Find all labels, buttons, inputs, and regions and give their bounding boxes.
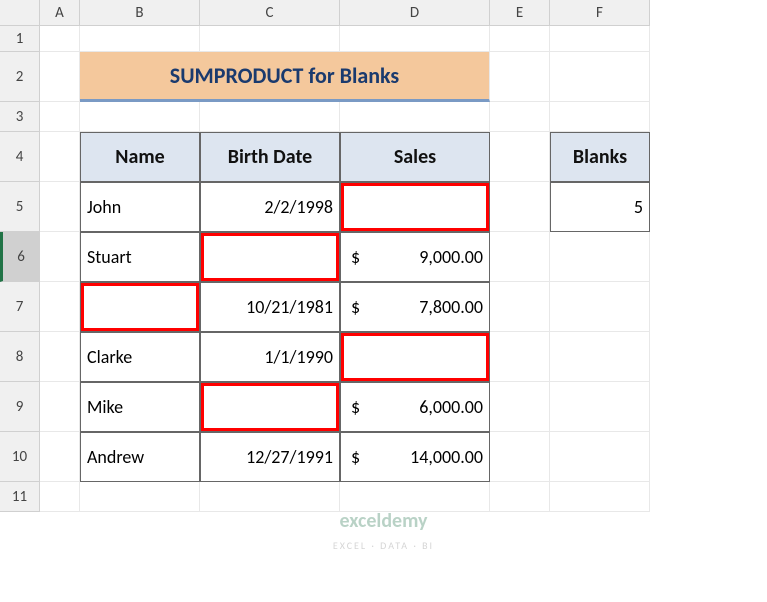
row-header-10[interactable]: 10 [0,432,40,482]
cell-a4[interactable] [40,132,80,182]
cell-d1[interactable] [340,26,490,52]
name-cell[interactable] [80,282,200,332]
watermark-brand: exceldemy [339,509,427,533]
cell-e7[interactable] [490,282,550,332]
row-header-7[interactable]: 7 [0,282,40,332]
header-blanks[interactable]: Blanks [550,132,650,182]
header-name[interactable]: Name [80,132,200,182]
row-headers: 1234567891011 [0,26,40,512]
cell-e10[interactable] [490,432,550,482]
cell-f11[interactable] [550,482,650,512]
cell-e9[interactable] [490,382,550,432]
column-headers: ABCDEF [40,0,650,26]
name-cell[interactable]: Stuart [80,232,200,282]
select-all-corner[interactable] [0,0,40,26]
cell-c11[interactable] [200,482,340,512]
col-header-c[interactable]: C [200,0,340,26]
name-cell[interactable]: Clarke [80,332,200,382]
blanks-value[interactable]: 5 [550,182,650,232]
cell-b1[interactable] [80,26,200,52]
row-header-1[interactable]: 1 [0,26,40,52]
cell-a10[interactable] [40,432,80,482]
sales-value: 7,800.00 [419,296,483,318]
cell-a6[interactable] [40,232,80,282]
sales-value: 9,000.00 [419,246,483,268]
cell-a7[interactable] [40,282,80,332]
currency-symbol: $ [351,446,360,468]
title-cell[interactable]: SUMPRODUCT for Blanks [80,52,490,102]
name-cell[interactable]: John [80,182,200,232]
cell-e3[interactable] [490,102,550,132]
cell-d3[interactable] [340,102,490,132]
cell-a8[interactable] [40,332,80,382]
row-header-9[interactable]: 9 [0,382,40,432]
col-header-b[interactable]: B [80,0,200,26]
row-header-11[interactable]: 11 [0,482,40,512]
birth-cell[interactable] [200,232,340,282]
row-header-4[interactable]: 4 [0,132,40,182]
col-header-d[interactable]: D [340,0,490,26]
name-cell[interactable]: Mike [80,382,200,432]
birth-cell[interactable]: 12/27/1991 [200,432,340,482]
cell-e6[interactable] [490,232,550,282]
cell-e2[interactable] [490,52,550,102]
birth-cell[interactable]: 10/21/1981 [200,282,340,332]
cell-e5[interactable] [490,182,550,232]
cell-a2[interactable] [40,52,80,102]
sales-cell[interactable] [340,182,490,232]
cell-f8[interactable] [550,332,650,382]
header-birth[interactable]: Birth Date [200,132,340,182]
row-header-6[interactable]: 6 [0,232,40,282]
sales-cell[interactable]: $9,000.00 [340,232,490,282]
sales-cell[interactable]: $6,000.00 [340,382,490,432]
cell-f9[interactable] [550,382,650,432]
watermark: exceldemy EXCEL · DATA · BI [333,509,434,552]
row-header-5[interactable]: 5 [0,182,40,232]
sales-cell[interactable]: $7,800.00 [340,282,490,332]
sales-value: 14,000.00 [410,446,483,468]
cell-e11[interactable] [490,482,550,512]
currency-symbol: $ [351,396,360,418]
cell-a11[interactable] [40,482,80,512]
birth-cell[interactable] [200,382,340,432]
cell-a5[interactable] [40,182,80,232]
cell-e4[interactable] [490,132,550,182]
cell-e1[interactable] [490,26,550,52]
row-header-2[interactable]: 2 [0,52,40,102]
birth-cell[interactable]: 1/1/1990 [200,332,340,382]
sales-cell[interactable]: $14,000.00 [340,432,490,482]
name-cell[interactable]: Andrew [80,432,200,482]
currency-symbol: $ [351,296,360,318]
cell-e8[interactable] [490,332,550,382]
sales-value: 6,000.00 [419,396,483,418]
spreadsheet-grid: SUMPRODUCT for Blanks Name Birth Date Sa… [40,26,650,512]
cell-a1[interactable] [40,26,80,52]
cell-f7[interactable] [550,282,650,332]
cell-f10[interactable] [550,432,650,482]
cell-c3[interactable] [200,102,340,132]
cell-f3[interactable] [550,102,650,132]
cell-f2[interactable] [550,52,650,102]
sales-cell[interactable] [340,332,490,382]
cell-b11[interactable] [80,482,200,512]
col-header-e[interactable]: E [490,0,550,26]
row-header-8[interactable]: 8 [0,332,40,382]
cell-c1[interactable] [200,26,340,52]
cell-a9[interactable] [40,382,80,432]
cell-f6[interactable] [550,232,650,282]
cell-a3[interactable] [40,102,80,132]
cell-b3[interactable] [80,102,200,132]
row-header-3[interactable]: 3 [0,102,40,132]
header-sales[interactable]: Sales [340,132,490,182]
currency-symbol: $ [351,246,360,268]
col-header-a[interactable]: A [40,0,80,26]
cell-f1[interactable] [550,26,650,52]
birth-cell[interactable]: 2/2/1998 [200,182,340,232]
col-header-f[interactable]: F [550,0,650,26]
watermark-sub: EXCEL · DATA · BI [333,539,434,552]
cell-d11[interactable] [340,482,490,512]
